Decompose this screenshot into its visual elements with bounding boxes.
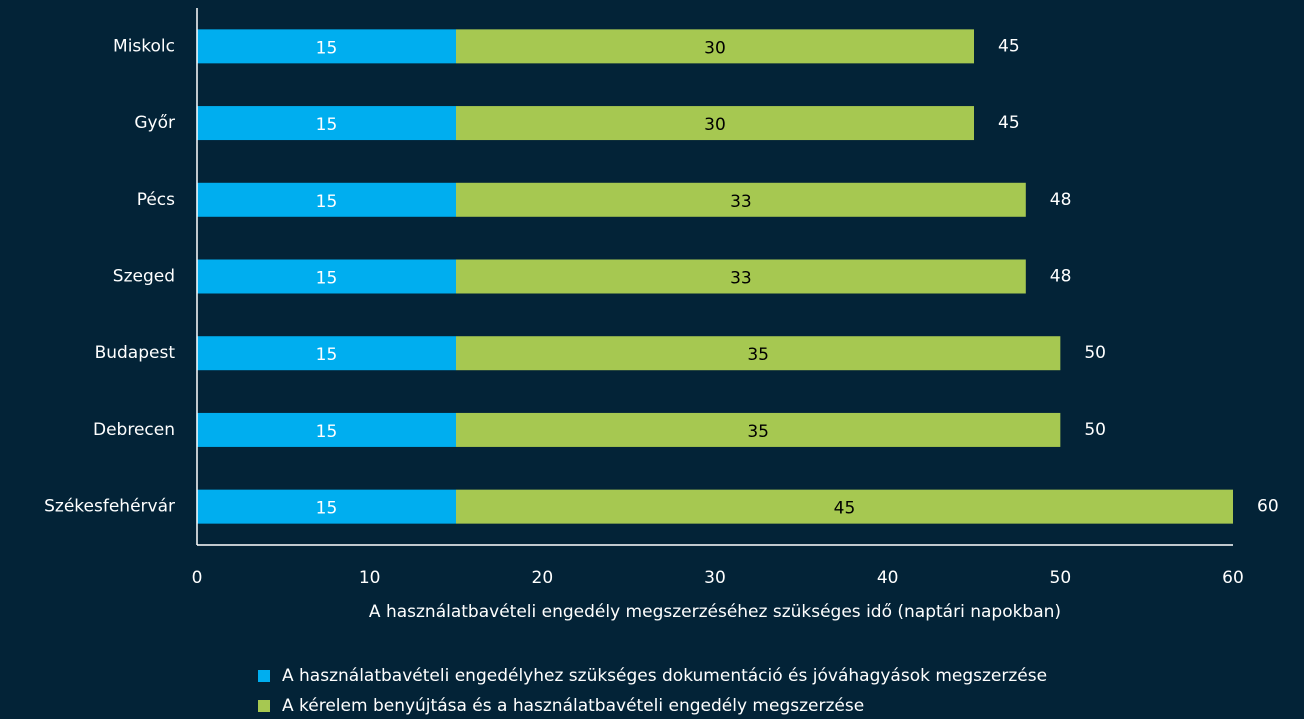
y-tick-label: Pécs bbox=[137, 190, 175, 210]
y-tick-label: Miskolc bbox=[113, 36, 175, 56]
x-axis-title: A használatbavételi engedély megszerzésé… bbox=[369, 602, 1061, 622]
data-label: 35 bbox=[747, 422, 769, 442]
x-tick-label: 40 bbox=[877, 568, 899, 588]
bar-segment bbox=[456, 259, 1026, 294]
bar-segment bbox=[197, 29, 456, 64]
bar-segment bbox=[456, 489, 1233, 524]
y-tick-label: Debrecen bbox=[93, 420, 175, 440]
data-label: 15 bbox=[316, 499, 338, 519]
x-tick-label: 10 bbox=[359, 568, 381, 588]
bar-segment bbox=[197, 412, 456, 447]
y-tick-label: Győr bbox=[134, 113, 175, 133]
bar-segment bbox=[197, 182, 456, 217]
bar-segment bbox=[197, 336, 456, 371]
bar-segment bbox=[197, 106, 456, 141]
total-label: 48 bbox=[1050, 267, 1072, 287]
data-label: 15 bbox=[316, 115, 338, 135]
y-tick-label: Szeged bbox=[113, 267, 175, 287]
total-label: 48 bbox=[1050, 190, 1072, 210]
data-label: 30 bbox=[704, 38, 726, 58]
x-tick-label: 60 bbox=[1222, 568, 1244, 588]
bar-segment bbox=[456, 29, 974, 64]
data-label: 15 bbox=[316, 269, 338, 289]
x-tick-label: 0 bbox=[192, 568, 203, 588]
bar-segment bbox=[456, 336, 1061, 371]
legend-label: A használatbavételi engedélyhez szüksége… bbox=[282, 666, 1047, 686]
data-label: 30 bbox=[704, 115, 726, 135]
x-tick-label: 20 bbox=[532, 568, 554, 588]
bar-segment bbox=[197, 259, 456, 294]
x-tick-label: 30 bbox=[704, 568, 726, 588]
legend-swatch bbox=[258, 700, 270, 712]
total-label: 45 bbox=[998, 36, 1020, 56]
bar-segment bbox=[456, 412, 1061, 447]
bar-segment bbox=[197, 489, 456, 524]
data-label: 33 bbox=[730, 269, 752, 289]
bar-segment bbox=[456, 106, 974, 141]
y-tick-label: Budapest bbox=[95, 343, 176, 363]
data-label: 35 bbox=[747, 345, 769, 365]
total-label: 50 bbox=[1084, 343, 1106, 363]
data-label: 45 bbox=[834, 499, 856, 519]
total-label: 60 bbox=[1257, 497, 1279, 517]
legend-label: A kérelem benyújtása és a használatbavét… bbox=[282, 696, 864, 716]
data-label: 15 bbox=[316, 422, 338, 442]
total-label: 50 bbox=[1084, 420, 1106, 440]
y-tick-label: Székesfehérvár bbox=[44, 497, 175, 517]
data-label: 15 bbox=[316, 38, 338, 58]
legend-swatch bbox=[258, 670, 270, 682]
data-label: 15 bbox=[316, 345, 338, 365]
x-tick-label: 50 bbox=[1050, 568, 1072, 588]
bar-segment bbox=[456, 182, 1026, 217]
data-label: 15 bbox=[316, 192, 338, 212]
total-label: 45 bbox=[998, 113, 1020, 133]
data-label: 33 bbox=[730, 192, 752, 212]
